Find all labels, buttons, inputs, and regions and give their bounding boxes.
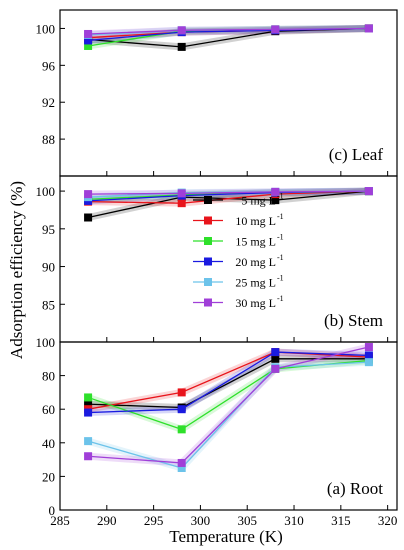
y-tick-label: 100 [36, 335, 56, 350]
y-tick-label: 80 [42, 369, 55, 384]
y-tick-label: 95 [42, 222, 55, 237]
x-axis-title: Temperature (K) [169, 527, 283, 546]
data-point [271, 25, 280, 34]
data-point [177, 42, 186, 51]
series-line-1 [88, 190, 369, 204]
legend-label-sup: -1 [277, 294, 284, 303]
series-line-5 [88, 346, 370, 464]
legend-entry: 20 mg L -1 [193, 253, 284, 269]
data-point [364, 358, 373, 367]
legend-label-sup: -1 [277, 253, 284, 262]
y-tick-label: 20 [42, 469, 55, 484]
series-line-4 [87, 361, 369, 469]
data-point [84, 41, 93, 50]
legend-entry: 25 mg L -1 [193, 274, 284, 290]
panel-1: 85 90 95 100 (b) Stem [36, 175, 398, 343]
data-point [364, 187, 373, 196]
series-line-1 [87, 351, 369, 410]
legend-marker [204, 257, 212, 266]
legend-entry: 5 mg L -1 [193, 192, 284, 208]
legend-label: 25 mg L [235, 276, 276, 290]
series-line-0 [88, 358, 369, 409]
data-point [84, 213, 93, 222]
legend-marker [204, 298, 212, 307]
legend-label-sup: -1 [277, 192, 284, 201]
y-tick-label: 60 [42, 402, 55, 417]
series-line-3 [88, 351, 369, 414]
legend: 5 mg L -110 mg L -115 mg L -120 mg L -125 mg… [193, 192, 284, 310]
data-point [271, 187, 280, 196]
y-tick-label: 100 [36, 21, 56, 36]
y-tick-label: 92 [42, 95, 55, 110]
y-tick-label: 96 [42, 58, 56, 73]
data-point [271, 348, 280, 357]
y-tick-label: 90 [42, 260, 55, 275]
legend-label-sup: -1 [277, 274, 284, 283]
x-tick-label: 300 [191, 513, 211, 528]
data-point [364, 351, 373, 360]
x-tick-label: 315 [331, 513, 351, 528]
data-point [177, 458, 186, 467]
data-point [84, 393, 93, 402]
legend-label: 30 mg L [235, 296, 276, 310]
x-tick-label: 295 [144, 513, 164, 528]
legend-marker [204, 278, 212, 286]
data-point [271, 354, 280, 363]
panels: 88 92 96 100 (c) Leaf 85 90 95 100 (b) Stem 0 20 40 6… [36, 9, 398, 518]
data-point [177, 199, 186, 208]
series-line-5 [88, 190, 369, 195]
data-point [84, 452, 93, 461]
data-point [84, 400, 93, 409]
data-point [364, 343, 373, 352]
data-point [84, 29, 93, 38]
legend-label-sup: -1 [277, 212, 284, 221]
panel-label: (b) Stem [324, 311, 383, 330]
y-tick-label: 88 [42, 132, 55, 147]
data-point [364, 24, 373, 33]
y-tick-label: 100 [36, 184, 56, 199]
y-tick-label: 40 [42, 436, 55, 451]
y-tick-label: 0 [49, 503, 56, 518]
x-tick-label: 290 [97, 513, 117, 528]
legend-entry: 15 mg L -1 [193, 233, 284, 249]
data-point [177, 26, 186, 35]
data-point [177, 189, 186, 198]
panel-2: 0 20 40 60 80 100 (a) Root [36, 335, 398, 518]
legend-marker [204, 216, 212, 225]
data-point [177, 388, 186, 397]
data-point [84, 408, 93, 417]
data-point [177, 405, 186, 414]
y-axis-title: Adsorption efficiency (%) [7, 181, 26, 359]
data-point [271, 196, 280, 205]
x-tick-label: 310 [284, 513, 304, 528]
legend-label: 10 mg L [235, 214, 276, 228]
data-point [177, 464, 186, 472]
data-point [177, 425, 186, 434]
legend-marker [204, 196, 212, 204]
panel-frame [59, 341, 398, 511]
legend-marker [204, 237, 212, 245]
series-line-5 [88, 27, 369, 35]
x-tick-label: 285 [50, 513, 70, 528]
panel-label: (c) Leaf [329, 145, 384, 164]
data-point [84, 190, 93, 199]
data-point [84, 437, 93, 446]
data-point [271, 364, 280, 373]
panel-label: (a) Root [327, 479, 383, 498]
x-tick-label: 305 [237, 513, 257, 528]
x-axis: 285 290 295 300 305 310 315 320 [50, 513, 397, 528]
x-tick-label: 320 [378, 513, 398, 528]
y-tick-label: 85 [42, 297, 55, 312]
legend-label: 5 mg L [241, 194, 276, 208]
data-point [84, 36, 93, 45]
legend-entry: 30 mg L -1 [193, 294, 284, 310]
panel-0: 88 92 96 100 (c) Leaf [36, 9, 398, 177]
legend-label: 20 mg L [235, 255, 276, 269]
legend-entry: 10 mg L -1 [193, 212, 284, 228]
legend-label-sup: -1 [277, 233, 284, 242]
legend-label: 15 mg L [235, 235, 276, 249]
